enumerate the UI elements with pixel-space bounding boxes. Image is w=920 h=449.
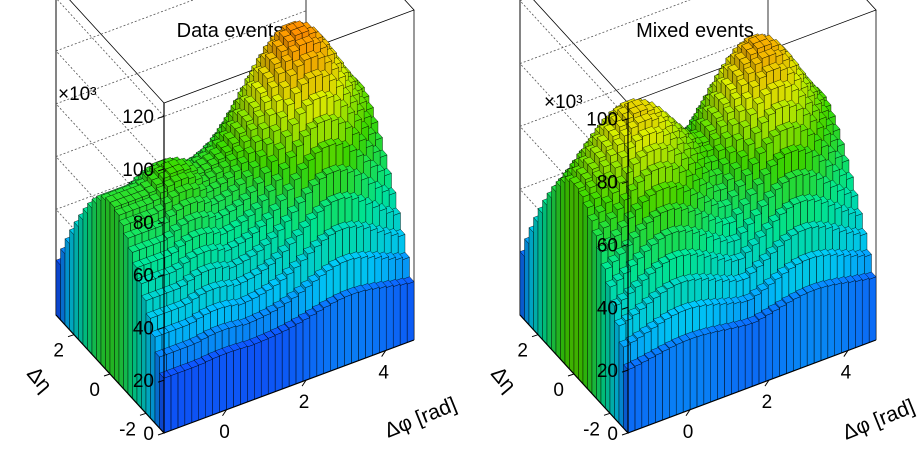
- z-tick-label: 120: [122, 107, 154, 128]
- bar-front-face: [379, 286, 386, 353]
- bar-side-face: [534, 218, 539, 335]
- bar-side-face: [101, 196, 106, 370]
- bar-front-face: [213, 356, 220, 415]
- y-tick-mark: [140, 413, 146, 415]
- bar-front-face: [233, 348, 240, 407]
- bar-side-face: [520, 252, 525, 320]
- z-tick-label: 40: [133, 318, 154, 339]
- bar-side-face: [74, 222, 79, 340]
- y-tick-label: -2: [119, 419, 136, 440]
- z-multiplier: ×10³: [58, 84, 97, 105]
- lego-bars: [56, 21, 414, 433]
- bar-front-face: [296, 322, 303, 384]
- z-tick-label: 20: [133, 371, 154, 392]
- bar-front-face: [282, 329, 289, 389]
- bar-side-face: [529, 228, 534, 330]
- bar-side-face: [556, 182, 561, 360]
- bar-side-face: [106, 198, 111, 374]
- z-tick-label: 100: [122, 160, 154, 181]
- bar-side-face: [65, 239, 70, 330]
- bar-side-face: [160, 373, 165, 433]
- x-tick-label: 0: [219, 422, 230, 443]
- z-tick-label: 60: [133, 266, 154, 287]
- chart-title: Mixed events: [636, 20, 754, 42]
- bar-side-face: [115, 210, 120, 383]
- bar-side-face: [561, 178, 566, 364]
- bar-side-face: [525, 239, 530, 325]
- bar-front-face: [164, 376, 171, 433]
- bar-front-face: [331, 301, 338, 371]
- bar-front-face: [303, 318, 310, 382]
- bar-front-face: [310, 314, 317, 379]
- bar-front-face: [324, 305, 331, 374]
- bar-front-face: [178, 371, 185, 428]
- bar-front-face: [289, 326, 296, 387]
- z-tick-mark: [158, 433, 164, 435]
- y-tick-mark: [68, 335, 74, 337]
- bar-side-face: [552, 187, 557, 354]
- bar-front-face: [372, 287, 379, 355]
- bar-front-face: [275, 333, 282, 392]
- bar-front-face: [400, 283, 407, 345]
- bar-front-face: [338, 298, 345, 369]
- x-tick-label: 4: [378, 363, 389, 384]
- bar-front-face: [192, 365, 199, 422]
- x-axis-label: Δφ [rad]: [381, 393, 460, 443]
- bar-front-face: [247, 344, 254, 402]
- bar-front-face: [407, 282, 414, 343]
- bar-front-face: [227, 351, 234, 410]
- bar-side-face: [97, 196, 102, 364]
- bar-side-face: [155, 352, 160, 428]
- bar-front-face: [268, 336, 275, 395]
- bar-side-face: [142, 296, 147, 414]
- bar: [160, 371, 171, 433]
- bar-side-face: [119, 221, 124, 389]
- bar-front-face: [171, 373, 178, 430]
- bar-front-face: [220, 353, 227, 412]
- bar-side-face: [124, 233, 129, 393]
- bar-front-face: [317, 309, 324, 376]
- bar-side-face: [92, 199, 97, 359]
- bar-front-face: [199, 363, 206, 421]
- bar-side-face: [543, 200, 548, 344]
- z-tick-label: 0: [143, 424, 154, 444]
- bar-front-face: [393, 284, 400, 348]
- bar-front-face: [352, 292, 359, 363]
- bar-front-face: [254, 342, 261, 400]
- bar-side-face: [70, 230, 75, 335]
- bar-side-face: [110, 203, 115, 379]
- bar-side-face: [88, 203, 93, 354]
- bar-side-face: [547, 193, 552, 349]
- bar-side-face: [79, 215, 84, 345]
- bar-front-face: [386, 285, 393, 350]
- z-tick-mark: [158, 116, 164, 118]
- bar-front-face: [261, 339, 268, 397]
- bar-side-face: [83, 209, 88, 350]
- bar-side-face: [56, 260, 61, 320]
- bar-front-face: [240, 346, 247, 404]
- bar-front-face: [345, 295, 352, 366]
- y-axis-label: Δη: [22, 362, 56, 396]
- bar-front-face: [358, 290, 365, 361]
- bar-side-face: [128, 248, 133, 399]
- x-tick-label: 2: [299, 392, 310, 413]
- bar-front-face: [206, 359, 213, 417]
- bar-side-face: [538, 209, 543, 340]
- bar-front-face: [365, 288, 372, 358]
- bar-front-face: [185, 368, 192, 425]
- y-tick-label: 2: [53, 341, 64, 362]
- bar-side-face: [61, 249, 66, 325]
- y-tick-mark: [104, 374, 110, 376]
- y-tick-label: 0: [89, 380, 100, 401]
- z-tick-label: 80: [133, 213, 154, 234]
